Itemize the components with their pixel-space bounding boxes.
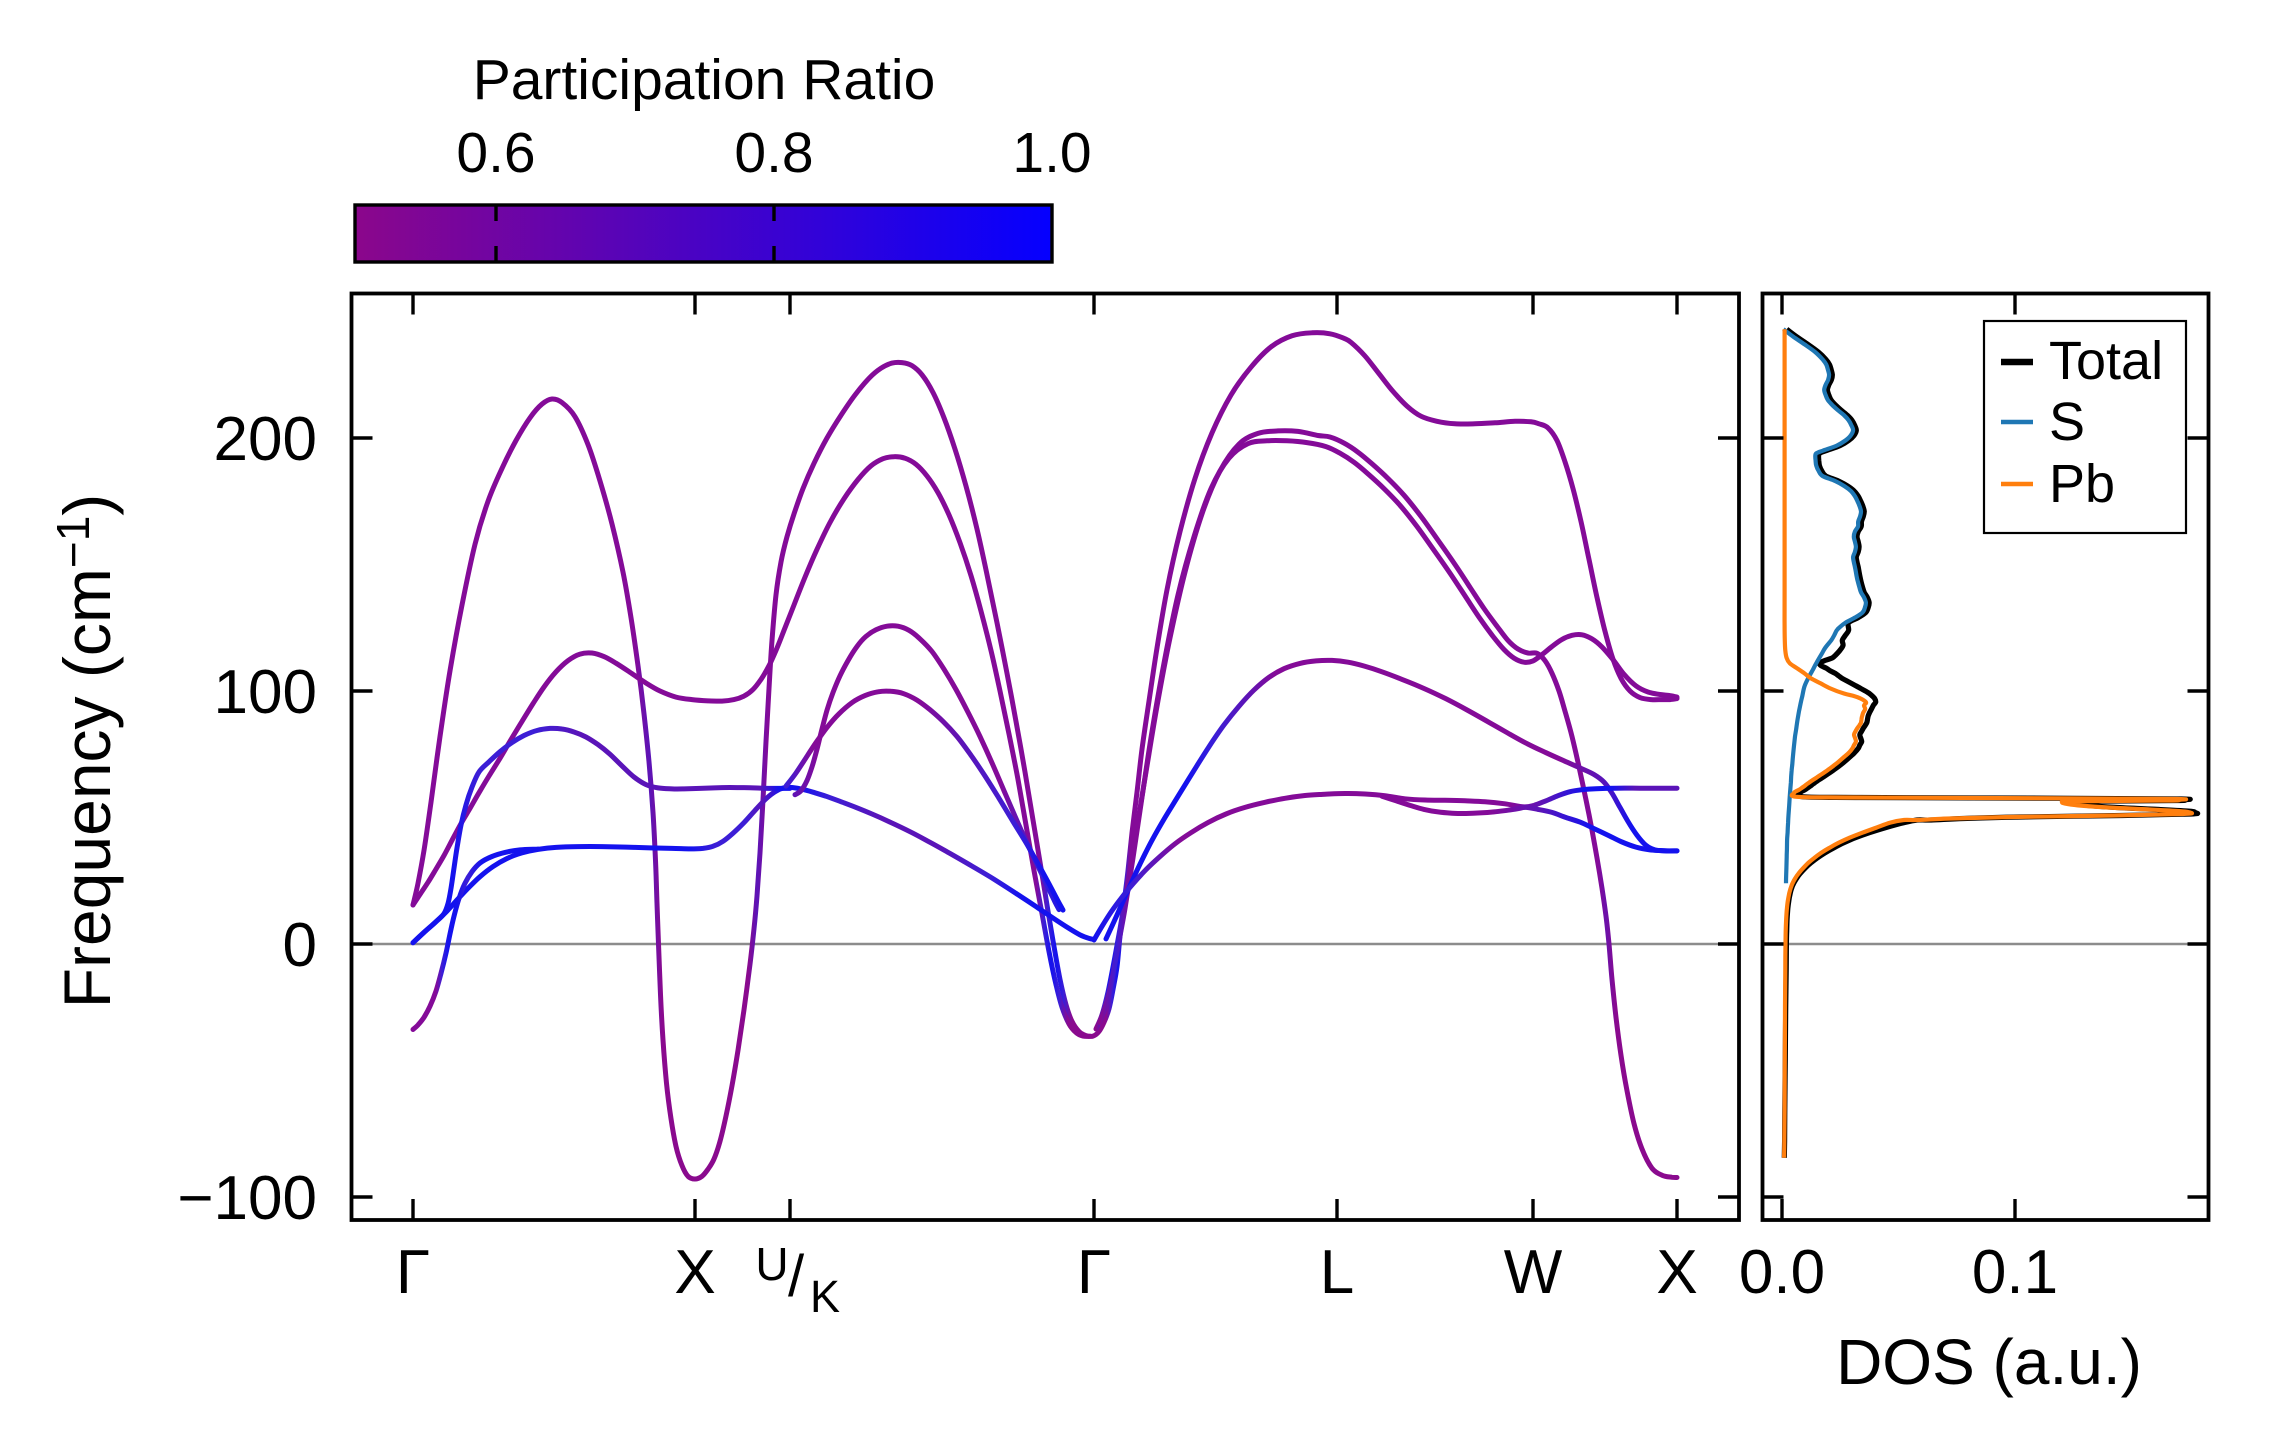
svg-text:Pb: Pb xyxy=(2049,454,2115,514)
svg-text:X: X xyxy=(674,1238,715,1307)
svg-text:0.0: 0.0 xyxy=(1739,1238,1825,1307)
svg-text:0.8: 0.8 xyxy=(734,121,813,185)
svg-text:200: 200 xyxy=(214,405,317,474)
svg-text:0: 0 xyxy=(283,911,317,980)
svg-text:L: L xyxy=(1320,1238,1354,1307)
svg-text:1.0: 1.0 xyxy=(1012,121,1091,185)
svg-text:S: S xyxy=(2049,392,2085,452)
svg-text:X: X xyxy=(1656,1238,1697,1307)
svg-text:Participation Ratio: Participation Ratio xyxy=(473,48,936,112)
svg-text:0.1: 0.1 xyxy=(1972,1238,2058,1307)
svg-text:Frequency (cm−1): Frequency (cm−1) xyxy=(47,494,124,1009)
svg-text:U: U xyxy=(755,1238,788,1290)
svg-text:Γ: Γ xyxy=(396,1238,430,1307)
svg-text:K: K xyxy=(810,1271,840,1322)
svg-text:0.6: 0.6 xyxy=(456,121,535,185)
svg-text:DOS (a.u.): DOS (a.u.) xyxy=(1836,1326,2142,1398)
svg-text:100: 100 xyxy=(214,658,317,727)
svg-text:Γ: Γ xyxy=(1077,1238,1111,1307)
svg-text:W: W xyxy=(1504,1238,1563,1307)
svg-text:−100: −100 xyxy=(177,1164,317,1233)
svg-text:Total: Total xyxy=(2049,331,2163,391)
svg-text:/: / xyxy=(788,1244,805,1309)
